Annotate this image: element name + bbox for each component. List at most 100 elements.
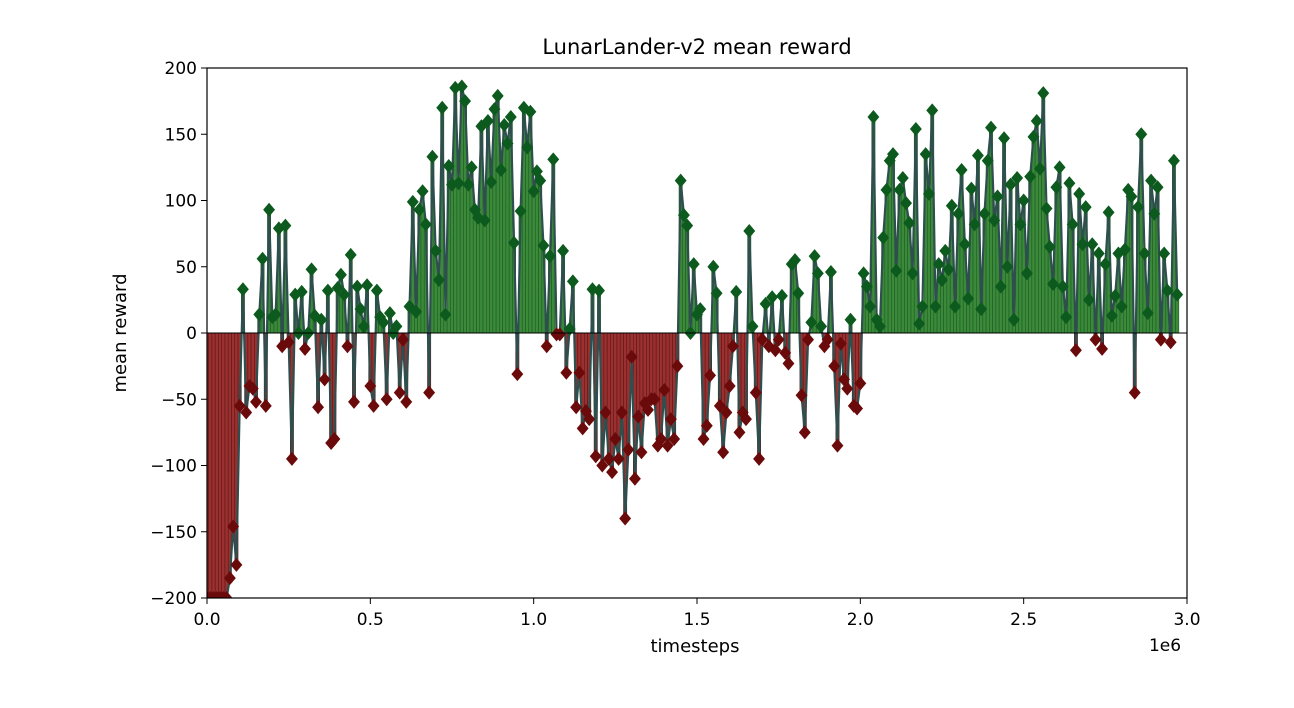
data-point: [1158, 246, 1171, 261]
y-axis: 200 150 100 50 0 −50 −100 −150 −200: [150, 59, 207, 609]
data-point: [1073, 186, 1086, 201]
data-point: [1014, 217, 1027, 232]
data-point: [576, 421, 589, 436]
data-point: [697, 432, 710, 446]
bar: [472, 209, 477, 334]
bar: [489, 181, 494, 334]
plot-area: [207, 79, 1187, 598]
bar: [1018, 224, 1023, 334]
bar: [208, 332, 213, 598]
data-point: [511, 367, 524, 382]
data-point: [981, 153, 994, 168]
data-point: [1007, 312, 1020, 327]
data-point: [720, 405, 733, 420]
bar: [227, 332, 232, 579]
x-tick-label: 2.5: [1010, 610, 1037, 630]
x-tick-label: 1.0: [520, 610, 547, 630]
data-point: [348, 394, 360, 409]
data-point: [968, 217, 981, 232]
data-point: [658, 382, 671, 397]
data-point: [1069, 343, 1082, 358]
x-axis-label: timesteps: [651, 636, 740, 657]
data-point: [299, 341, 311, 356]
data-point: [824, 265, 837, 280]
data-point: [465, 160, 478, 175]
data-point: [406, 194, 419, 209]
data-point: [609, 432, 622, 446]
data-point: [694, 302, 707, 317]
data-point: [779, 345, 792, 360]
data-point: [900, 196, 913, 211]
bar: [1152, 213, 1157, 334]
data-point: [668, 432, 681, 446]
data-point: [1050, 180, 1063, 195]
data-point: [896, 170, 909, 185]
data-point: [674, 173, 687, 188]
data-point: [560, 365, 573, 380]
data-point: [1128, 385, 1141, 400]
data-point: [419, 217, 432, 232]
data-point: [361, 278, 374, 293]
data-point: [442, 159, 455, 174]
data-point: [1030, 114, 1043, 128]
data-point: [792, 286, 805, 301]
data-point: [971, 148, 984, 163]
data-point: [393, 385, 406, 400]
data-point: [988, 213, 1001, 228]
data-point: [514, 204, 527, 219]
x-axis: 0.0 0.5 1.0 1.5 2.0 2.5 3.0: [193, 598, 1201, 630]
y-tick-label: 200: [165, 59, 197, 79]
data-point: [534, 173, 547, 188]
data-point: [1148, 206, 1161, 221]
data-point: [717, 445, 730, 460]
data-point: [230, 557, 243, 572]
bar: [499, 169, 503, 334]
data-point: [740, 412, 752, 427]
x-tick-label: 3.0: [1173, 610, 1200, 630]
bar: [603, 332, 608, 413]
data-point: [1171, 287, 1184, 302]
data-point: [357, 319, 370, 334]
data-point: [753, 451, 766, 466]
data-point: [1122, 182, 1135, 197]
data-point: [958, 237, 971, 252]
data-point: [942, 262, 955, 277]
data-point: [922, 186, 935, 201]
data-point: [916, 299, 929, 314]
data-point: [880, 182, 893, 197]
data-point: [1024, 169, 1037, 184]
data-point: [615, 405, 628, 420]
y-tick-label: −100: [150, 457, 197, 477]
data-point: [527, 184, 540, 199]
data-point: [642, 402, 654, 417]
data-point: [998, 131, 1011, 146]
data-point: [913, 316, 926, 331]
data-point: [596, 458, 609, 473]
y-tick-label: 100: [165, 192, 197, 212]
data-point: [782, 356, 795, 371]
data-point: [459, 94, 472, 109]
data-point: [883, 153, 896, 168]
bar: [1080, 243, 1085, 334]
data-point: [700, 418, 713, 433]
data-point: [1011, 170, 1024, 185]
bar: [926, 193, 931, 334]
data-point: [485, 174, 498, 189]
bar: [502, 124, 507, 334]
data-point: [743, 223, 756, 238]
data-point: [1164, 335, 1177, 350]
data-point: [762, 339, 775, 354]
data-point: [854, 376, 867, 391]
data-point: [1132, 200, 1144, 215]
data-point: [1115, 299, 1128, 314]
x-tick-label: 0.5: [357, 610, 384, 630]
y-tick-label: −200: [150, 589, 197, 609]
bar: [531, 190, 536, 334]
data-point: [638, 396, 651, 411]
data-point: [256, 251, 269, 266]
data-point: [723, 379, 736, 393]
data-point: [400, 394, 413, 409]
data-point: [426, 149, 439, 164]
data-point: [851, 401, 864, 416]
data-point: [246, 381, 259, 396]
